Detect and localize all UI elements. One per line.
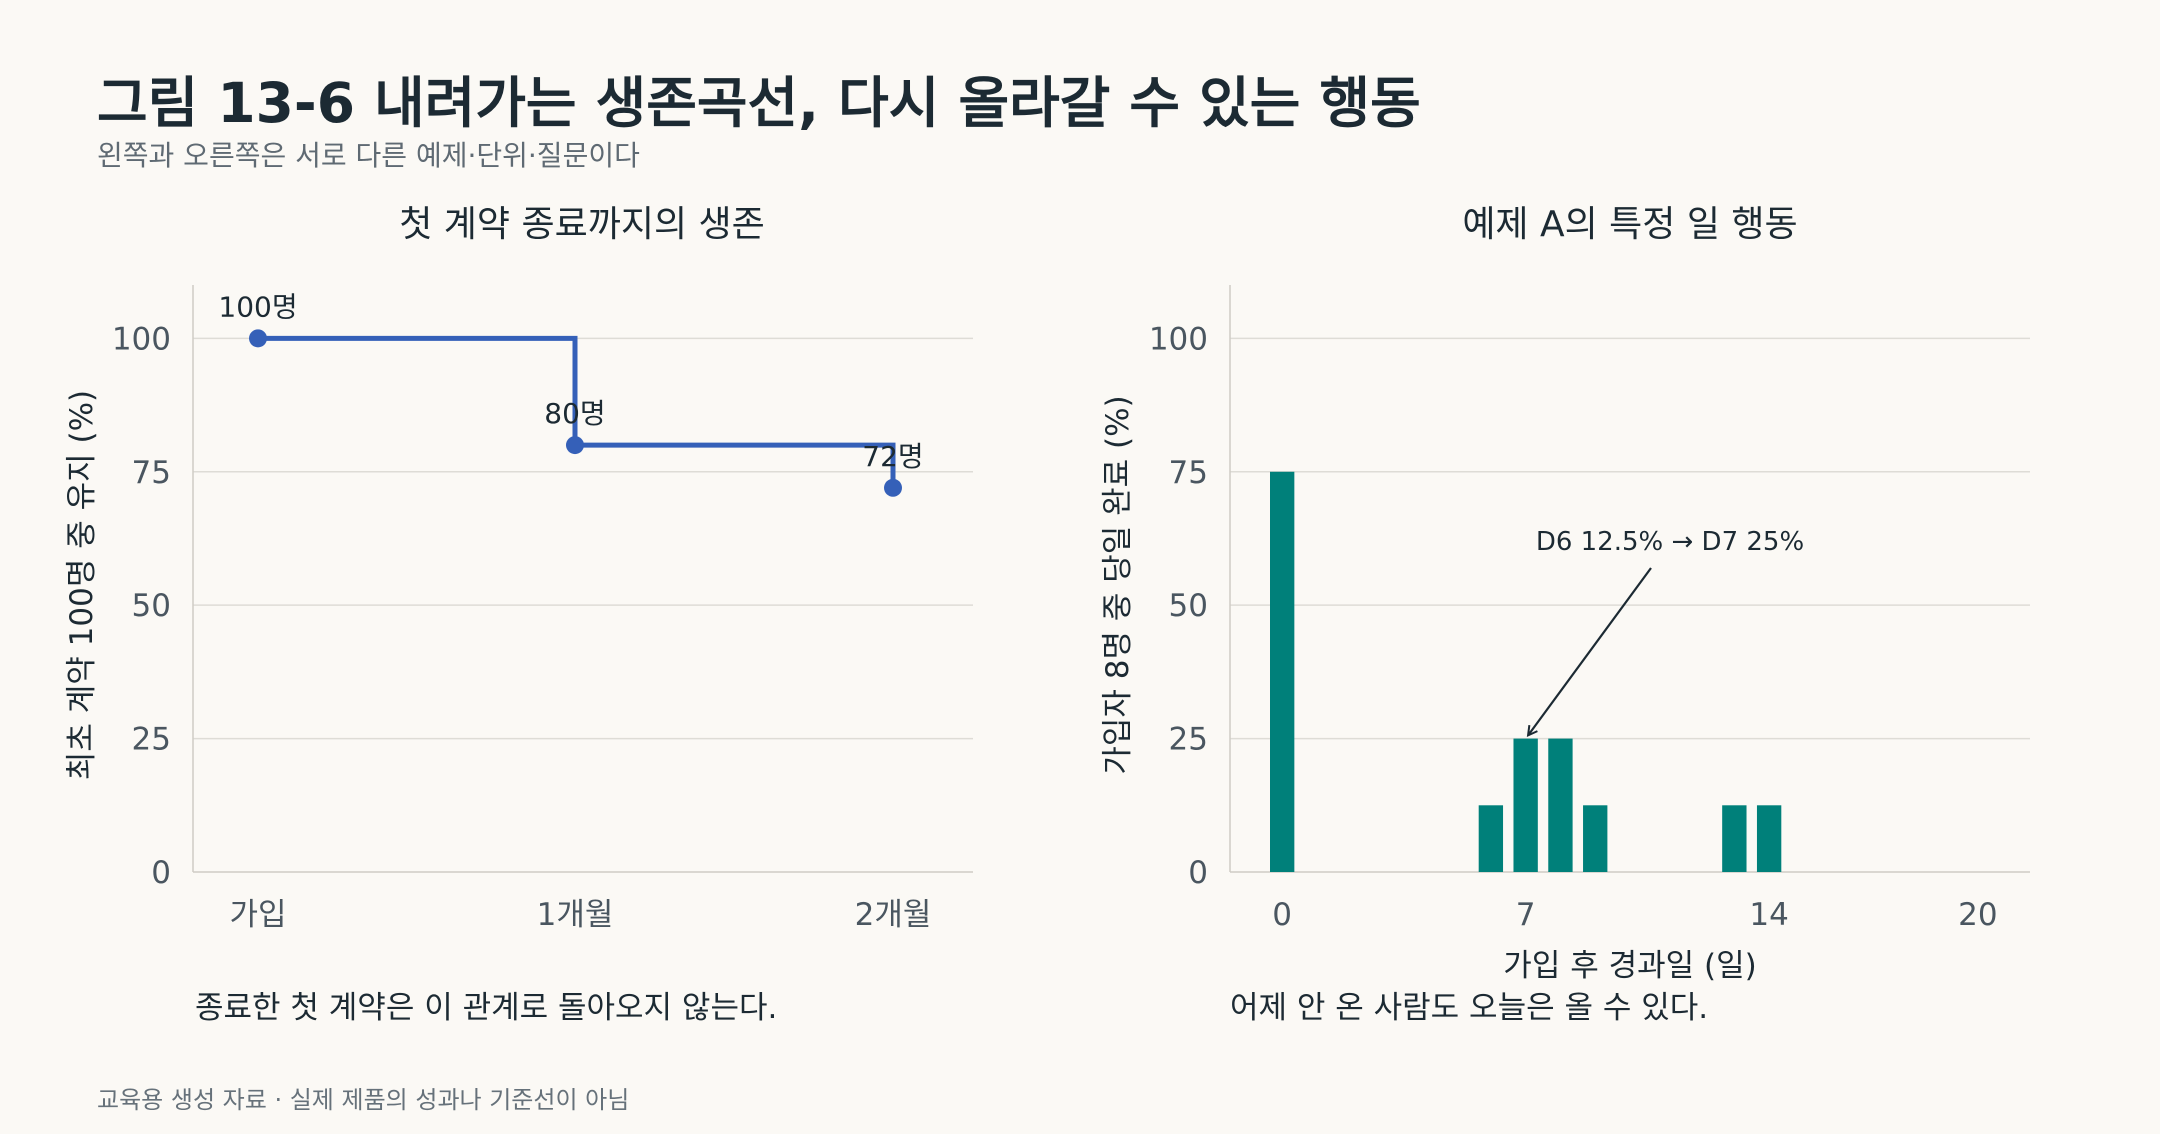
behavior-grid: [1229, 285, 2030, 873]
survival-point: [249, 329, 267, 348]
survival-point: [566, 436, 584, 455]
y-tick-label: 75: [1169, 455, 1208, 491]
y-tick-label: 50: [132, 588, 171, 624]
y-tick-label: 25: [1169, 722, 1208, 758]
behavior-bar: [1548, 738, 1573, 872]
behavior-panel-title: 예제 A의 특정 일 행동: [1462, 204, 1797, 245]
behavior-x-ticks: 0 7 14 20: [1272, 897, 1997, 933]
survival-point-label: 100명: [218, 290, 297, 323]
behavior-annotation-text: D6 12.5% → D7 25%: [1536, 527, 1804, 557]
behavior-caption: 어제 안 온 사람도 오늘은 올 수 있다.: [1230, 990, 1708, 1026]
behavior-bars: [1270, 471, 1782, 872]
behavior-bar: [1513, 738, 1538, 872]
x-tick-label: 1개월: [537, 897, 614, 933]
behavior-bar: [1722, 805, 1747, 872]
figure-subtitle: 왼쪽과 오른쪽은 서로 다른 예제·단위·질문이다: [97, 139, 640, 172]
x-tick-label: 2개월: [855, 897, 932, 933]
x-tick-label: 14: [1749, 897, 1788, 933]
y-tick-label: 50: [1169, 588, 1208, 624]
behavior-y-axis-label: 가입자 8명 중 당일 완료 (%): [1100, 395, 1136, 774]
survival-panel-title: 첫 계약 종료까지의 생존: [399, 204, 765, 245]
y-tick-label: 100: [112, 321, 171, 357]
y-tick-label: 0: [151, 855, 171, 891]
behavior-annotation-arrow: [1526, 567, 1652, 738]
survival-y-axis-label: 최초 계약 100명 중 유지 (%): [64, 390, 100, 780]
figure-title: 그림 13-6 내려가는 생존곡선, 다시 올라갈 수 있는 행동: [97, 71, 1421, 135]
behavior-panel: 예제 A의 특정 일 행동 0 25 50 75 100 0 7 14 20 가입 후 경과일…: [1100, 204, 2030, 1026]
y-tick-label: 100: [1149, 321, 1208, 357]
behavior-bar: [1756, 805, 1782, 872]
survival-point: [884, 478, 902, 497]
y-tick-label: 0: [1188, 855, 1208, 891]
x-tick-label: 20: [1958, 897, 1997, 933]
survival-point-labels: 100명 80명 72명: [218, 290, 923, 472]
survival-caption: 종료한 첫 계약은 이 관계로 돌아오지 않는다.: [195, 990, 777, 1026]
behavior-bar: [1583, 805, 1608, 872]
x-tick-label: 가입: [229, 897, 286, 933]
y-tick-label: 75: [132, 455, 171, 491]
figure-footnote: 교육용 생성 자료 · 실제 제품의 성과나 기준선이 아님: [97, 1086, 630, 1114]
y-tick-label: 25: [132, 722, 171, 758]
behavior-bar: [1478, 805, 1504, 872]
behavior-x-axis-label: 가입 후 경과일 (일): [1503, 948, 1756, 984]
x-tick-label: 0: [1272, 897, 1292, 933]
x-tick-label: 7: [1516, 897, 1536, 933]
survival-point-label: 72명: [862, 440, 923, 473]
behavior-y-ticks: 0 25 50 75 100: [1149, 321, 1208, 891]
survival-grid: [192, 285, 973, 873]
survival-points: [249, 329, 902, 497]
survival-point-label: 80명: [544, 397, 605, 430]
survival-x-ticks: 가입 1개월 2개월: [229, 897, 931, 933]
behavior-bar: [1270, 471, 1295, 872]
survival-y-ticks: 0 25 50 75 100: [112, 321, 171, 891]
survival-panel: 첫 계약 종료까지의 생존 0 25 50 75 100 가입 1개월 2개월 최초 계약 …: [64, 204, 973, 1026]
